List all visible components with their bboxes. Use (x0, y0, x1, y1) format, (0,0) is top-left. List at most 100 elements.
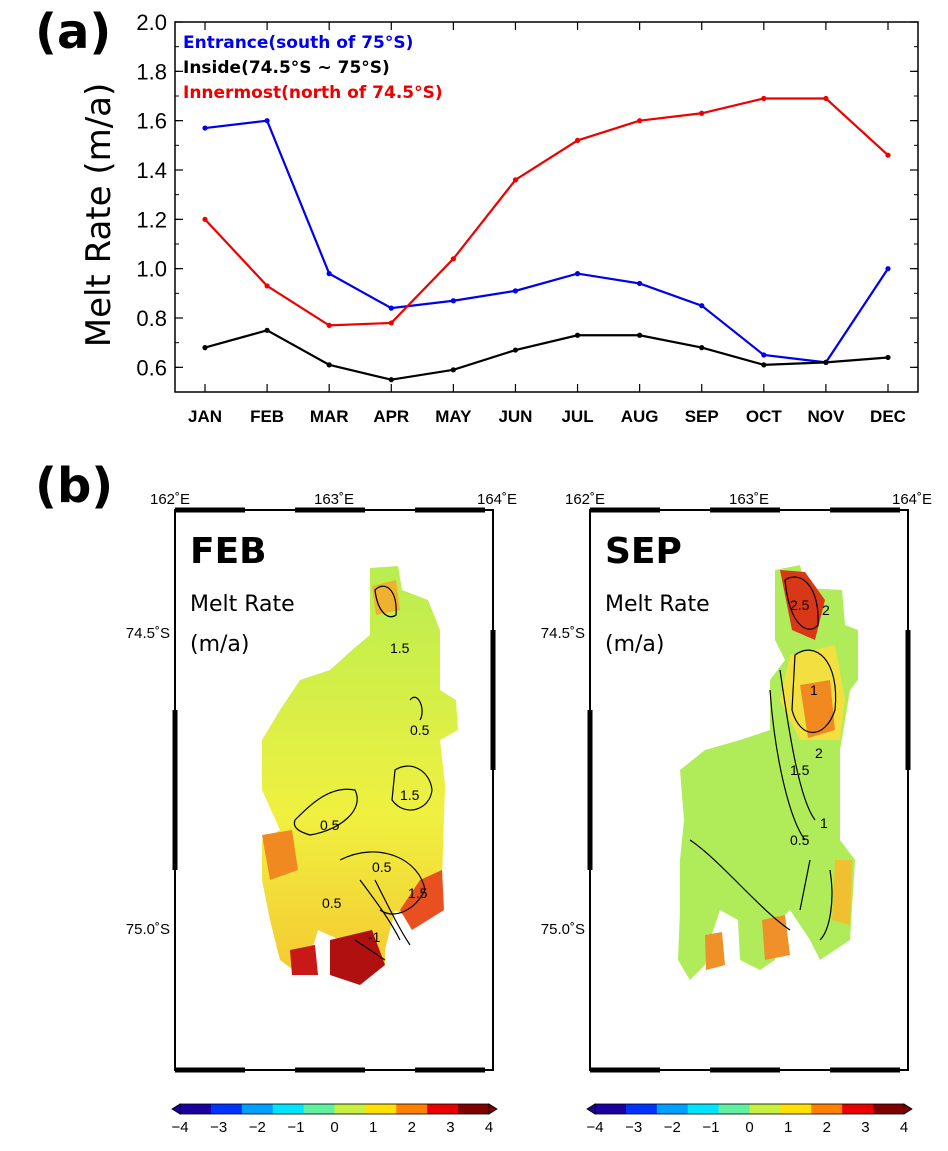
data-point (264, 327, 270, 333)
data-point (326, 271, 332, 277)
y-tick-label: 1.4 (136, 158, 167, 183)
colorbar-tick-label: −4 (586, 1119, 603, 1136)
series-line (204, 119, 889, 364)
map-sep: 162˚E 163˚E 164˚E 74.5˚S 75.0˚S 2.5 2 1 … (541, 491, 932, 1073)
data-point (699, 110, 705, 116)
contour-label: -1 (368, 929, 381, 945)
colorbar-segment (458, 1104, 490, 1114)
data-point (326, 322, 332, 328)
data-point (574, 332, 581, 338)
map-feb: 162˚E 163˚E 164˚E 74.5˚S 75.0˚S 1.5 0.5 … (126, 491, 517, 1073)
colorbar-segment (210, 1104, 243, 1114)
colorbar-end (903, 1103, 913, 1115)
contour-lines (293, 585, 433, 961)
lat-label: 75.0˚S (541, 921, 585, 938)
map-subtitle: Melt Rate (605, 592, 710, 617)
colorbar-segment (334, 1104, 366, 1114)
colorbar-segment (241, 1104, 274, 1114)
y-tick-label: 1.2 (136, 207, 167, 232)
colorbar-segment (718, 1104, 750, 1114)
data-point (388, 320, 394, 326)
colorbar-end (488, 1103, 498, 1115)
data-point (823, 95, 829, 102)
x-tick-label: APR (373, 407, 409, 426)
colorbar-tick-label: 2 (823, 1119, 831, 1136)
y-tick-label: 1.6 (136, 109, 167, 134)
colorbar-segment (272, 1104, 305, 1114)
melt-hotspot (705, 932, 725, 970)
data-point (202, 345, 208, 351)
contour-label: 2 (815, 745, 823, 761)
panel-a-label: (a) (35, 4, 112, 60)
data-point (574, 137, 581, 143)
legend-entry: Inside(74.5°S ~ 75°S) (183, 58, 390, 78)
data-point (761, 352, 767, 358)
data-point (202, 216, 208, 222)
data-point (761, 362, 767, 368)
contour-label: 2.5 (790, 597, 810, 613)
lon-label: 163˚E (729, 491, 769, 508)
contour-label: 1.5 (390, 640, 410, 656)
map-subtitle: (m/a) (190, 632, 250, 657)
x-tick-label: NOV (807, 407, 845, 426)
x-tick-label: OCT (746, 407, 783, 426)
colorbar-tick-label: −3 (625, 1119, 642, 1136)
colorbar-tick-label: −1 (287, 1119, 304, 1136)
contour-label: 0.5 (410, 722, 430, 738)
lon-label: 164˚E (892, 491, 932, 508)
contour-label: 2 (822, 602, 830, 618)
colorbar-tick-label: 0 (330, 1119, 338, 1136)
line-chart: Melt Rate (m/a) 0.6 0.8 1.0 1.2 1.4 1.6 1.8 2.0… (79, 10, 919, 426)
contour-label: 1 (810, 682, 818, 698)
colorbar-end (171, 1103, 181, 1115)
data-point (699, 303, 705, 309)
melt-hotspot (262, 830, 298, 880)
colorbar-tick-label: −2 (249, 1119, 266, 1136)
colorbar-tick-label: 1 (369, 1119, 377, 1136)
melt-hotspot (780, 570, 825, 640)
data-point (885, 152, 891, 158)
colorbar-tick-label: 2 (408, 1119, 416, 1136)
x-tick-label: JUN (498, 407, 532, 426)
colorbar-segment (625, 1104, 658, 1114)
map-subtitle: Melt Rate (190, 592, 295, 617)
y-axis-label: Melt Rate (m/a) (79, 83, 119, 348)
contour-label: 1.5 (790, 762, 810, 778)
contour-label: 0.5 (322, 895, 342, 911)
lat-label: 74.5˚S (126, 625, 170, 642)
contour-lines (689, 576, 837, 941)
melt-hotspot (330, 930, 385, 985)
colorbar-tick-label: 3 (861, 1119, 869, 1136)
map-title: SEP (605, 531, 682, 572)
data-point (450, 256, 456, 262)
colorbar-tick-label: 4 (485, 1119, 493, 1136)
colorbar-segment (595, 1104, 627, 1114)
lon-label: 163˚E (314, 491, 354, 508)
lat-label: 75.0˚S (126, 921, 170, 938)
colorbar-segment (842, 1104, 874, 1114)
map-subtitle: (m/a) (605, 632, 665, 657)
contour-label: 0.5 (320, 817, 340, 833)
data-point (264, 283, 270, 289)
data-point (823, 359, 829, 365)
colorbar-segment (303, 1104, 335, 1114)
chart-axes: 0.6 0.8 1.0 1.2 1.4 1.6 1.8 2.0 JAN FEB MAR APR MAY J… (136, 10, 919, 426)
melt-hotspot (800, 680, 835, 738)
colorbar-segment (811, 1104, 843, 1114)
legend-entry: Entrance(south of 75°S) (183, 33, 413, 53)
data-point (450, 367, 456, 373)
colorbar-segment (749, 1104, 781, 1114)
x-tick-label: MAR (310, 407, 349, 426)
data-point (326, 362, 332, 368)
maps-panel: 162˚E 163˚E 164˚E 74.5˚S 75.0˚S 1.5 0.5 … (126, 491, 932, 1136)
chart-legend: Entrance(south of 75°S) Inside(74.5°S ~ 7… (183, 33, 443, 103)
data-point (885, 354, 891, 361)
series-line (204, 329, 889, 381)
x-tick-label: SEP (685, 407, 719, 426)
contour-label: 1 (820, 815, 828, 831)
colorbar-right: −4 −3 −2 −1 0 1 2 3 4 (586, 1103, 913, 1136)
lon-label: 162˚E (150, 491, 190, 508)
colorbar-segment (365, 1104, 397, 1114)
data-point (637, 332, 643, 338)
y-tick-label: 1.0 (136, 257, 167, 282)
